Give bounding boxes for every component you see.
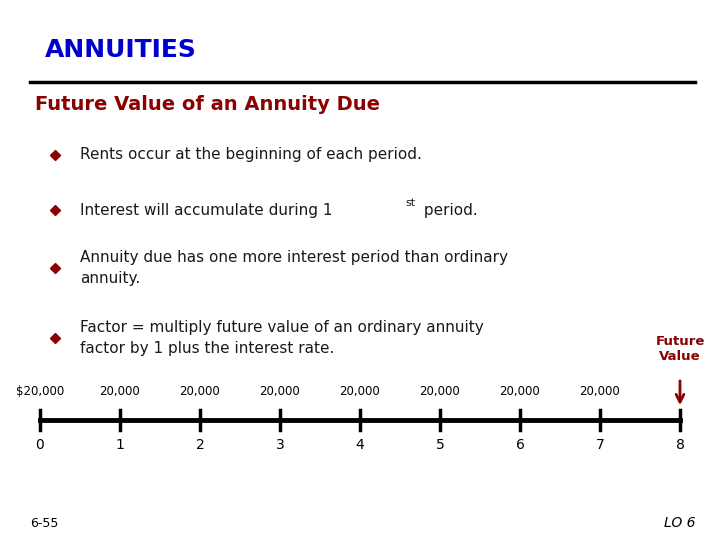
Text: Rents occur at the beginning of each period.: Rents occur at the beginning of each per… [80, 147, 422, 163]
Text: $20,000: $20,000 [16, 385, 64, 398]
Text: 20,000: 20,000 [260, 385, 300, 398]
Text: 0: 0 [35, 438, 45, 452]
Text: 20,000: 20,000 [420, 385, 460, 398]
Text: 1: 1 [116, 438, 125, 452]
Text: 20,000: 20,000 [99, 385, 140, 398]
Text: Factor = multiply future value of an ordinary annuity
factor by 1 plus the inter: Factor = multiply future value of an ord… [80, 320, 484, 356]
Text: 4: 4 [356, 438, 364, 452]
Text: Future
Value: Future Value [655, 335, 705, 363]
Text: Annuity due has one more interest period than ordinary
annuity.: Annuity due has one more interest period… [80, 250, 508, 286]
Text: 6: 6 [516, 438, 524, 452]
Text: 8: 8 [675, 438, 685, 452]
Text: 3: 3 [276, 438, 284, 452]
Text: 7: 7 [595, 438, 604, 452]
Text: Interest will accumulate during 1: Interest will accumulate during 1 [80, 202, 333, 218]
Text: period.: period. [419, 202, 478, 218]
Text: 20,000: 20,000 [580, 385, 621, 398]
Text: Future Value of an Annuity Due: Future Value of an Annuity Due [35, 95, 380, 114]
Text: 20,000: 20,000 [179, 385, 220, 398]
Text: ANNUITIES: ANNUITIES [45, 38, 197, 62]
Text: 6-55: 6-55 [30, 517, 58, 530]
Text: 5: 5 [436, 438, 444, 452]
Text: st: st [405, 198, 415, 208]
Text: 20,000: 20,000 [340, 385, 380, 398]
Text: 20,000: 20,000 [500, 385, 541, 398]
Text: 2: 2 [196, 438, 204, 452]
Text: LO 6: LO 6 [664, 516, 695, 530]
